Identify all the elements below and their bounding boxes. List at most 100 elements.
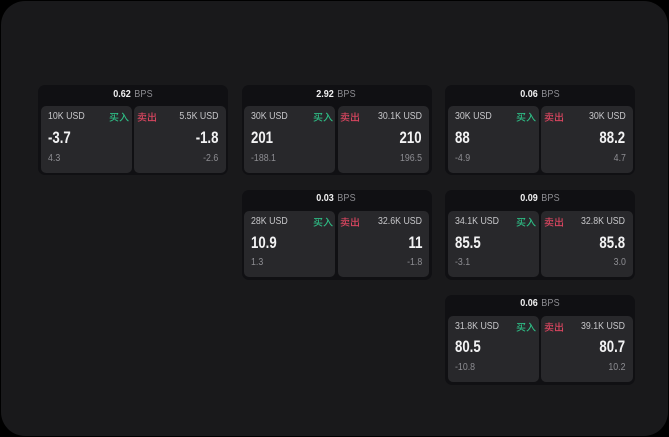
buy-pane[interactable]: 30K USD 买入 88 -4.9 — [447, 106, 539, 173]
buy-side-label: 买入 — [516, 322, 536, 332]
buy-pane[interactable]: 34.1K USD 买入 85.5 -3.1 — [447, 210, 539, 278]
sell-price: 210 — [399, 128, 422, 147]
sell-pane[interactable]: 卖出 5.5K USD -1.8 -2.6 — [134, 106, 226, 173]
bps-value: 2.92 — [316, 87, 335, 100]
sell-price-row: 85.8 — [548, 233, 626, 252]
buy-pane[interactable]: 28K USD 买入 10.9 1.3 — [244, 210, 336, 278]
buy-size: 28K USD — [251, 215, 288, 227]
bps-header: 0.06 BPS — [520, 88, 560, 100]
sell-delta-row: -1.8 — [345, 256, 422, 270]
buy-side-label: 买入 — [313, 112, 333, 122]
sell-price-row: 11 — [345, 234, 422, 252]
sell-delta: 10.2 — [608, 362, 626, 373]
sell-size: 32.8K USD — [581, 215, 626, 227]
buy-size: 34.1K USD — [454, 215, 499, 227]
buy-pane-top: 30K USD 买入 — [455, 110, 536, 124]
sell-size: 39.1K USD — [581, 320, 626, 332]
quote-panes: 28K USD 买入 10.9 1.3 卖出 32.6K USD 11 -1.8 — [244, 210, 429, 278]
bps-unit-label: BPS — [337, 87, 357, 100]
buy-delta-row: -4.9 — [455, 152, 532, 166]
sell-label-glyph — [137, 112, 156, 122]
sell-side-label: 卖出 — [137, 112, 157, 122]
sell-pane[interactable]: 卖出 39.1K USD 80.7 10.2 — [541, 315, 633, 382]
card-header: 0.09 BPS — [448, 190, 633, 211]
sell-price-row: -1.8 — [141, 129, 219, 147]
buy-price: -3.7 — [47, 128, 71, 147]
buy-delta-row: -3.1 — [455, 256, 532, 270]
quote-panes: 30K USD 买入 88 -4.9 卖出 30K USD 88.2 4.7 — [447, 106, 633, 173]
buy-label-glyph — [313, 112, 333, 122]
sell-pane[interactable]: 卖出 30.1K USD 210 196.5 — [337, 106, 429, 173]
card-header: 2.92 BPS — [244, 85, 429, 106]
card-header: 0.62 BPS — [41, 85, 226, 106]
sell-delta: 4.7 — [613, 152, 626, 164]
buy-delta-row: -10.8 — [455, 361, 532, 375]
buy-pane[interactable]: 10K USD 买入 -3.7 4.3 — [40, 106, 132, 173]
sell-side-label: 卖出 — [340, 112, 360, 122]
buy-delta: 4.3 — [47, 152, 60, 164]
sell-label-glyph — [340, 112, 360, 122]
quote-panes: 34.1K USD 买入 85.5 -3.1 卖出 32.8K USD 85.8… — [447, 210, 633, 278]
bps-unit-label: BPS — [541, 297, 560, 309]
sell-delta-row: 10.2 — [548, 361, 625, 375]
bps-value: 0.09 — [520, 192, 538, 205]
card-header: 0.06 BPS — [448, 85, 633, 106]
card-header: 0.03 BPS — [244, 190, 429, 211]
sell-delta-row: 196.5 — [345, 152, 422, 166]
sell-delta-row: -2.6 — [141, 152, 218, 166]
bps-value: 0.06 — [520, 297, 538, 309]
buy-pane-top: 31.8K USD 买入 — [455, 320, 536, 334]
sell-size: 30.1K USD — [377, 111, 422, 122]
sell-pane-top: 卖出 30.1K USD — [340, 110, 422, 124]
card-header: 0.06 BPS — [448, 295, 633, 316]
buy-side-label: 买入 — [109, 112, 129, 122]
quote-panes: 10K USD 买入 -3.7 4.3 卖出 5.5K USD -1.8 -2.… — [40, 106, 226, 173]
buy-price-row: 10.9 — [251, 234, 328, 252]
bps-header: 0.03 BPS — [317, 192, 357, 204]
quote-panes: 30K USD 买入 201 -188.1 卖出 30.1K USD 210 1… — [244, 106, 429, 173]
buy-label-glyph — [516, 217, 536, 227]
sell-price: 80.7 — [599, 338, 626, 357]
sell-price: 11 — [408, 233, 422, 252]
sell-label-glyph — [544, 217, 563, 227]
buy-pane-top: 34.1K USD 买入 — [454, 215, 536, 229]
sell-label-glyph — [340, 217, 360, 227]
sell-size: 32.6K USD — [377, 215, 422, 227]
buy-size: 30K USD — [251, 111, 288, 122]
buy-pane[interactable]: 30K USD 买入 201 -188.1 — [244, 106, 336, 173]
sell-price: 88.2 — [599, 128, 626, 147]
bps-unit-label: BPS — [541, 192, 560, 205]
buy-price: 80.5 — [454, 338, 481, 357]
bps-unit-label: BPS — [541, 87, 560, 100]
buy-side-label: 买入 — [516, 112, 536, 122]
sell-pane-top: 卖出 32.8K USD — [544, 215, 626, 229]
buy-delta: -10.8 — [454, 362, 475, 373]
buy-pane[interactable]: 31.8K USD 买入 80.5 -10.8 — [447, 315, 539, 382]
sell-price-row: 80.7 — [548, 338, 626, 357]
buy-size: 10K USD — [47, 111, 85, 122]
buy-label-glyph — [516, 112, 536, 122]
bps-value: 0.62 — [113, 87, 131, 100]
buy-pane-top: 10K USD 买入 — [47, 110, 129, 124]
bps-header: 0.06 BPS — [520, 297, 560, 309]
buy-side-label: 买入 — [516, 217, 536, 227]
sell-pane[interactable]: 卖出 32.8K USD 85.8 3.0 — [541, 210, 633, 278]
buy-price: 85.5 — [454, 233, 481, 252]
sell-pane[interactable]: 卖出 30K USD 88.2 4.7 — [541, 106, 633, 173]
buy-label-glyph — [313, 217, 333, 227]
buy-price-row: 88 — [455, 129, 532, 147]
sell-pane[interactable]: 卖出 32.6K USD 11 -1.8 — [337, 210, 429, 278]
sell-price: 85.8 — [599, 233, 626, 252]
sell-pane-top: 卖出 5.5K USD — [137, 110, 219, 124]
sell-side-label: 卖出 — [340, 217, 360, 227]
bps-unit-label: BPS — [134, 87, 153, 100]
buy-price-row: 80.5 — [455, 338, 532, 356]
buy-delta: -3.1 — [454, 257, 470, 269]
buy-price-row: 85.5 — [455, 234, 532, 252]
buy-delta-row: 1.3 — [251, 256, 328, 270]
buy-delta: 1.3 — [251, 257, 264, 269]
